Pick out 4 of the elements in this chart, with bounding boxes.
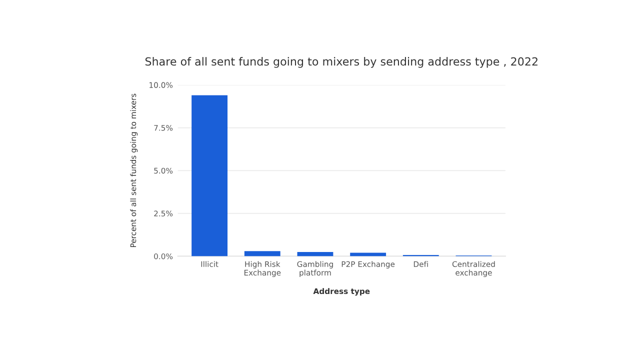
bar [297,252,334,256]
bar [244,251,280,256]
chart-title: Share of all sent funds going to mixers by sending address type , 2022 [145,57,538,68]
bar [192,95,228,256]
